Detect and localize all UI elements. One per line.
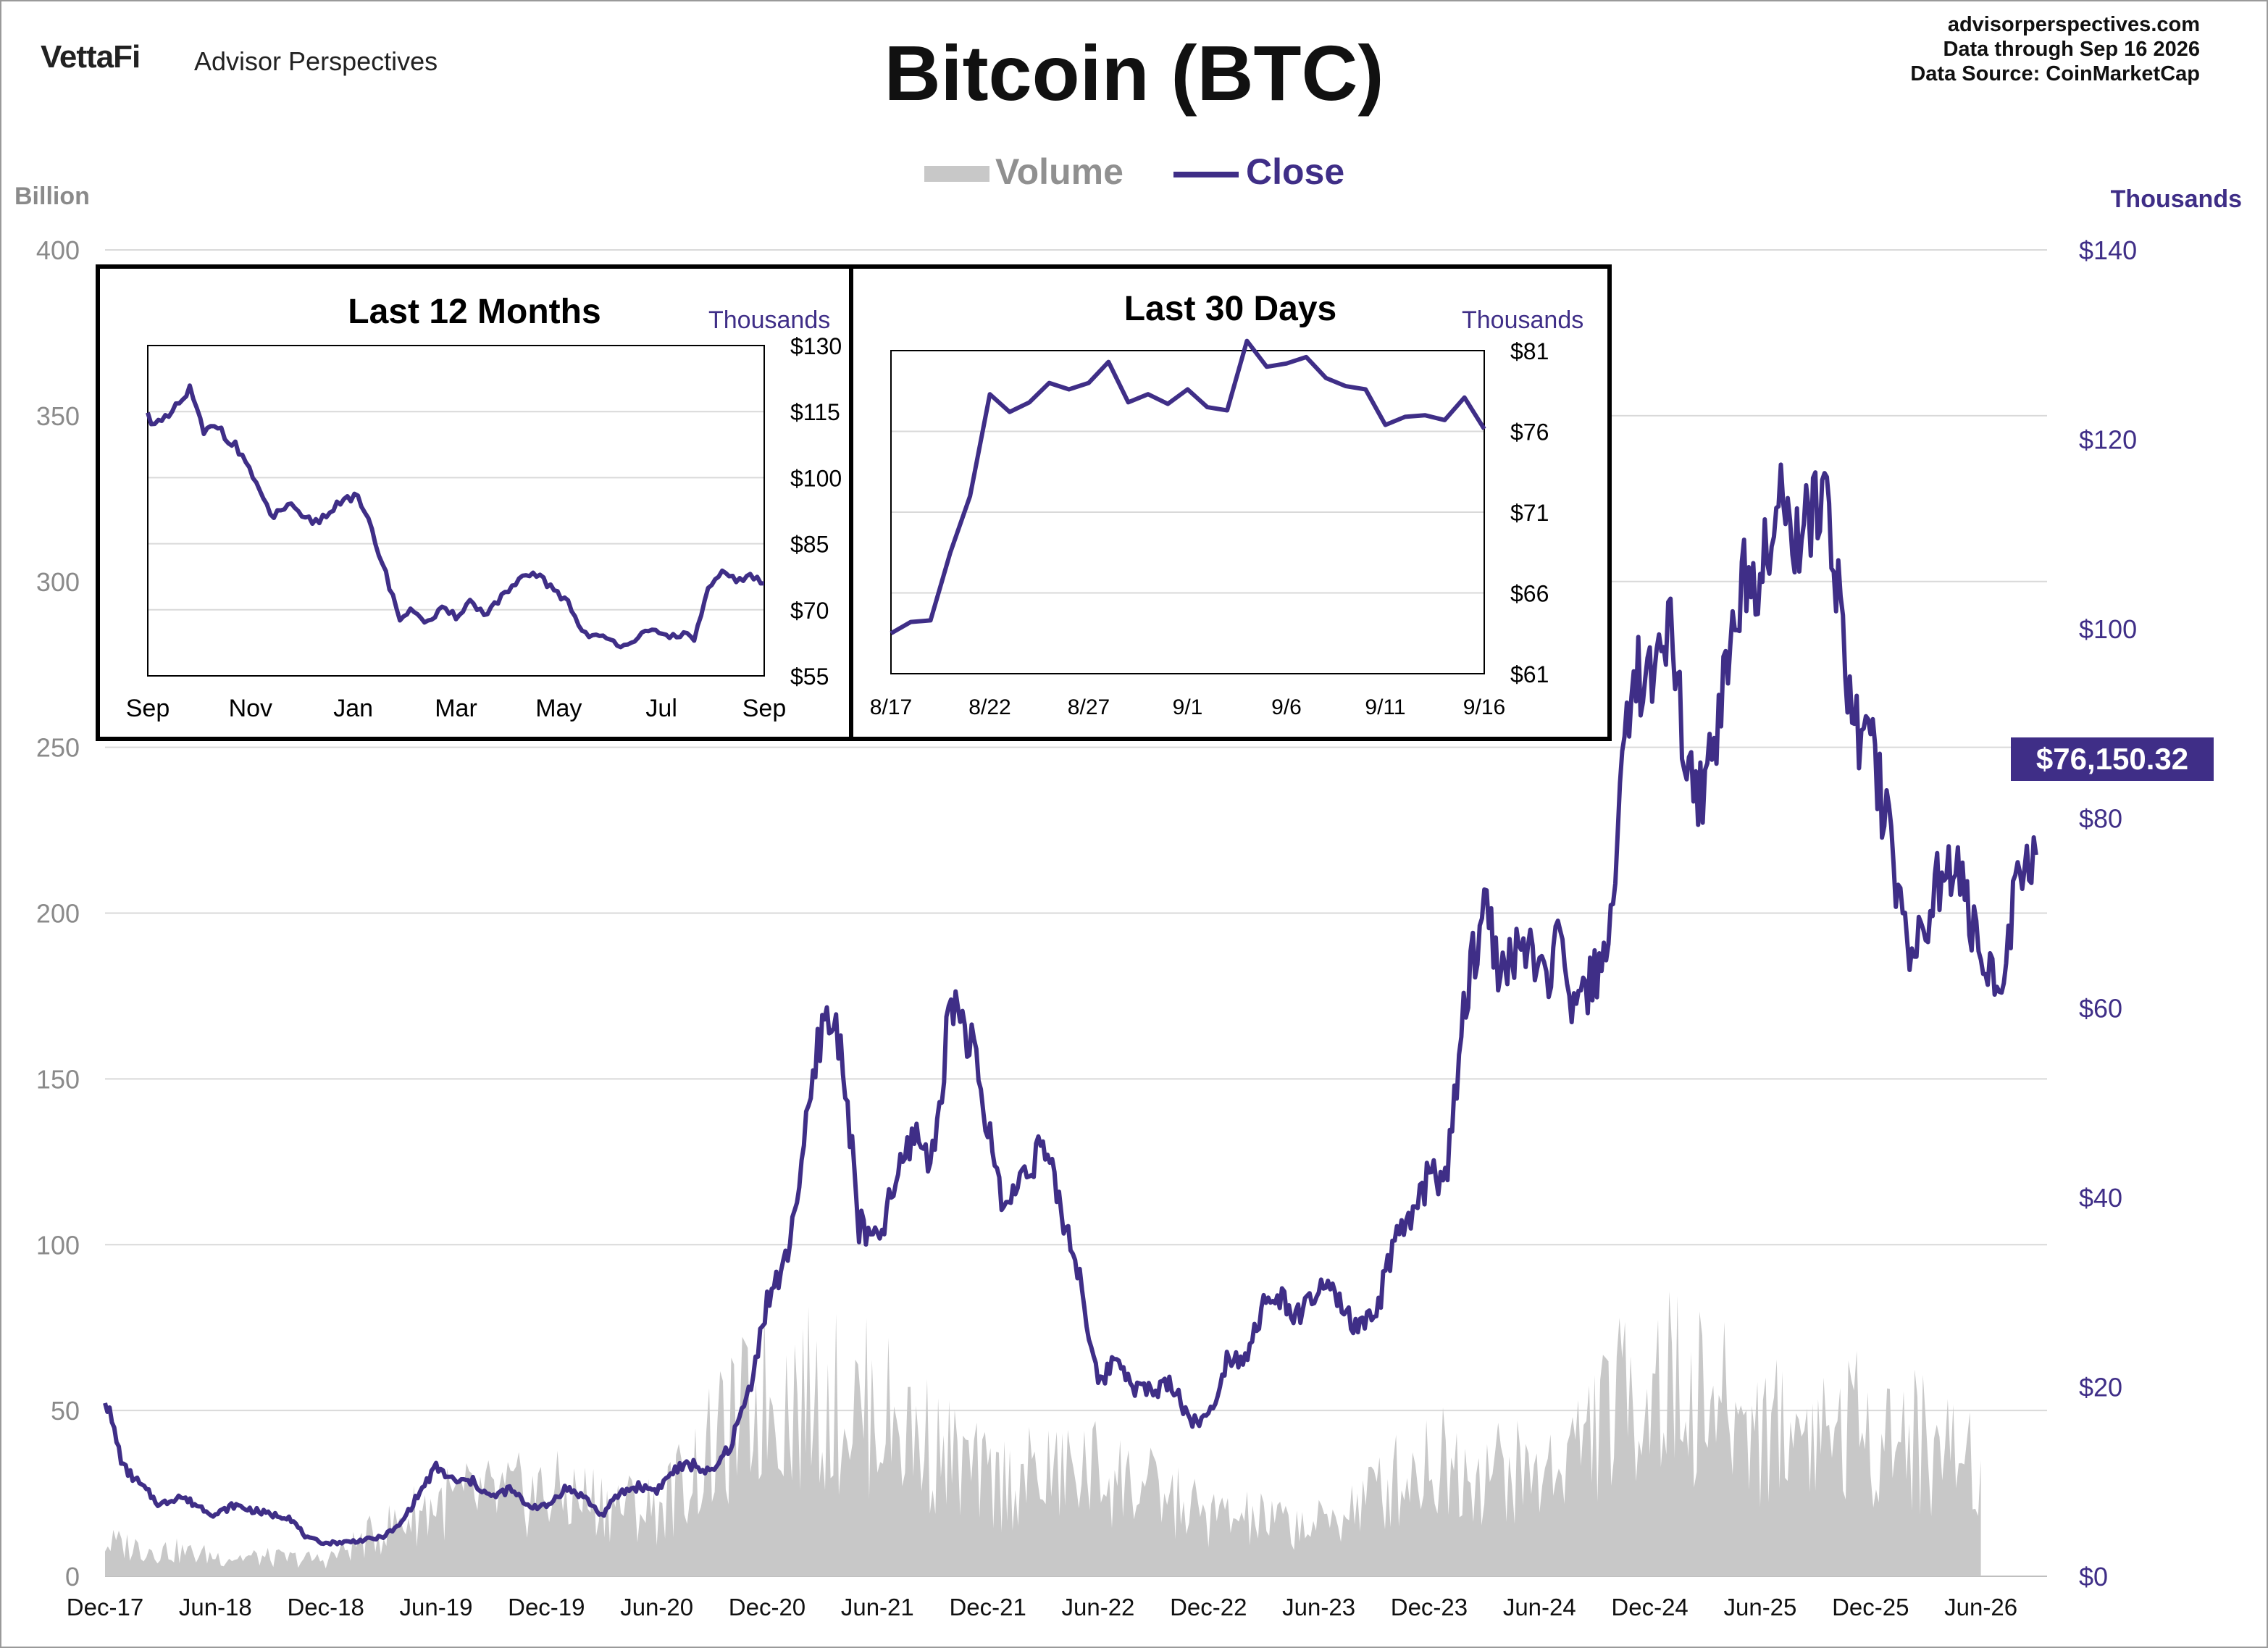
vettafi-logo: VettaFi [41,39,141,75]
volume-area [105,1291,1981,1576]
inset-last-30-days: Last 30 Days Thousands $61 $66 $71 $76 $81 8/… [849,264,1612,741]
inset-y-tick-label: $85 [790,532,829,558]
inset-x-tick-label: Mar [435,695,477,722]
inset-x-tick-label: Sep [126,695,170,722]
inset-plot-border [147,345,765,677]
inset-x-tick-label: May [535,695,582,722]
right-tick-label: $20 [2079,1372,2122,1402]
left-tick-label: 150 [36,1064,80,1094]
x-tick-label: Jun-19 [400,1594,473,1620]
inset-30d-title: Last 30 Days [1123,290,1337,328]
source-site: advisorperspectives.com [1947,13,2200,36]
inset-close-line [146,383,765,650]
inset-x-tick-label: 9/6 [1271,695,1302,719]
left-tick-label: 100 [36,1230,80,1260]
left-tick-label: 0 [65,1562,80,1591]
x-tick-label: Jun-25 [1723,1594,1796,1620]
right-tick-label: $100 [2079,614,2137,644]
x-tick-label: Jun-23 [1282,1594,1355,1620]
inset-x-tick-label: Sep [742,695,787,722]
legend-volume-label: Volume [995,151,1123,192]
left-tick-label: 400 [36,235,80,265]
chart-title: Bitcoin (BTC) [884,29,1384,117]
inset-y-tick-label: $100 [790,465,842,491]
inset-x-tick-label: 8/27 [1068,695,1110,719]
inset-last-12-months: Last 12 Months Thousands $55 $70 $85 $100 $1… [96,264,853,741]
data-source: Data Source: CoinMarketCap [1910,62,2200,85]
inset-x-tick-label: 9/16 [1463,695,1505,719]
inset-plot-border [890,350,1485,674]
x-tick-label: Jun-22 [1062,1594,1135,1620]
legend-close-swatch [1173,172,1239,177]
right-tick-label: $60 [2079,993,2122,1023]
left-tick-label: 250 [36,733,80,763]
x-tick-label: Jun-20 [620,1594,693,1620]
inset-x-tick-label: Jul [645,695,677,722]
inset-30d-chart: $61 $66 $71 $76 $81 8/17 8/22 8/27 9/1 9/6 9/11 9/1… [870,338,1549,719]
right-tick-label: $140 [2079,235,2137,265]
legend-volume-swatch [924,166,989,182]
inset-y-tick-label: $61 [1510,661,1549,687]
inset-12m-chart: $55 $70 $85 $100 $115 $130 Sep Nov Jan Mar May Jul S… [126,333,842,722]
x-tick-label: Dec-24 [1611,1594,1688,1620]
x-tick-label: Dec-25 [1832,1594,1909,1620]
left-tick-label: 200 [36,899,80,929]
inset-x-tick-label: 8/17 [870,695,912,719]
right-axis-title: Thousands [2110,185,2242,213]
inset-x-tick-label: 9/1 [1173,695,1203,719]
x-tick-label: Dec-17 [67,1594,143,1620]
inset-12m-unit: Thousands [708,306,831,334]
inset-y-tick-label: $130 [790,333,842,359]
right-tick-label: $120 [2079,425,2137,455]
x-tick-label: Dec-18 [287,1594,364,1620]
x-tick-label: Dec-22 [1170,1594,1247,1620]
inset-close-line [890,338,1486,635]
inset-30d-unit: Thousands [1462,306,1584,334]
left-tick-label: 350 [36,401,80,431]
left-tick-label: 50 [51,1396,80,1426]
x-tick-label: Dec-20 [729,1594,805,1620]
legend-close-label: Close [1246,151,1345,192]
last-price-badge: $76,150.32 [2011,737,2214,781]
inset-y-tick-label: $66 [1510,581,1549,607]
inset-y-tick-label: $71 [1510,500,1549,526]
inset-y-tick-label: $81 [1510,338,1549,364]
brand-name: Advisor Perspectives [194,46,438,76]
inset-x-tick-label: Jan [333,695,373,722]
right-tick-label: $80 [2079,804,2122,834]
left-tick-label: 300 [36,567,80,597]
inset-x-tick-label: 8/22 [968,695,1010,719]
inset-x-tick-label: 9/11 [1365,695,1405,719]
x-tick-label: Jun-18 [179,1594,252,1620]
inset-y-tick-label: $115 [790,399,840,425]
right-tick-label: $0 [2079,1562,2108,1591]
x-tick-label: Dec-23 [1391,1594,1468,1620]
x-tick-label: Dec-21 [949,1594,1026,1620]
close-price-line [103,462,2038,1547]
x-tick-label: Dec-19 [508,1594,585,1620]
x-tick-label: Jun-21 [841,1594,914,1620]
x-tick-label: Jun-26 [1944,1594,2017,1620]
data-through: Data through Sep 16 2026 [1943,38,2200,61]
x-tick-label: Jun-24 [1503,1594,1576,1620]
inset-y-tick-label: $70 [790,598,829,624]
inset-x-tick-label: Nov [229,695,272,722]
right-tick-label: $40 [2079,1183,2122,1213]
inset-y-tick-label: $55 [790,664,829,690]
inset-12m-title: Last 12 Months [348,293,601,331]
inset-y-tick-label: $76 [1510,419,1549,446]
left-axis-title: Billion [14,183,90,210]
